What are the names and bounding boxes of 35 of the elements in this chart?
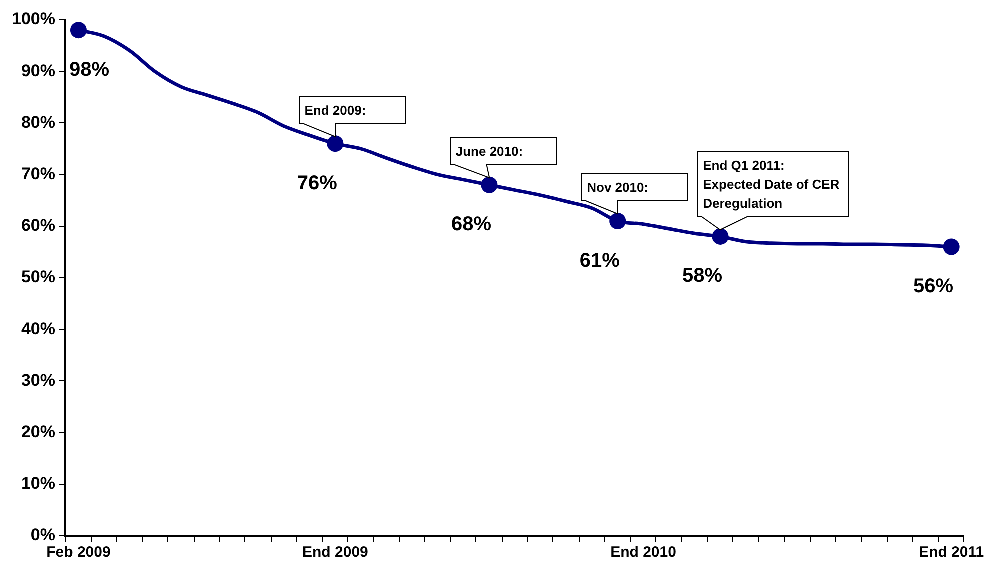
- point: [610, 212, 626, 230]
- annotation: End Q1 2011: Expected Date of CER Deregulation: [703, 156, 840, 213]
- point: [327, 136, 344, 152]
- point: [943, 238, 960, 256]
- callout-box: Nov 2010:: [581, 173, 690, 216]
- y-tick-label: 100%: [12, 10, 56, 29]
- y-tick-label: 70%: [21, 164, 56, 184]
- annotation: June 2010:: [456, 143, 524, 162]
- callout-box: End 2009:: [298, 96, 408, 139]
- point: [712, 228, 729, 245]
- point: [70, 22, 87, 39]
- annotation: End 2009:: [304, 102, 366, 120]
- data-label: 76%: [297, 172, 338, 194]
- y-tick-label: 30%: [21, 370, 56, 390]
- y-tick-label: 0%: [30, 526, 56, 545]
- y-tick-label: 90%: [21, 61, 56, 80]
- data-label: 61%: [580, 250, 620, 272]
- y-tick-label: 50%: [21, 268, 56, 287]
- y-tick-label: 10%: [21, 474, 56, 494]
- y-tick-label: 60%: [21, 216, 56, 236]
- data-label: 56%: [914, 276, 954, 298]
- data-label: 98%: [69, 58, 110, 81]
- x-tick-label: End 2010: [610, 544, 676, 562]
- y-tick-label: 80%: [21, 112, 56, 132]
- x-tick-label: Feb 2009: [46, 544, 111, 562]
- callout-box: June 2010:: [450, 137, 559, 180]
- annotation: Nov 2010:: [587, 179, 649, 198]
- point: [481, 176, 498, 194]
- y-tick-label: 20%: [21, 422, 56, 442]
- y-tick-label: 40%: [21, 319, 56, 338]
- x-tick-label: End 2009: [302, 544, 368, 562]
- x-tick-label: End 2011: [919, 544, 984, 562]
- data-label: 68%: [451, 214, 492, 236]
- callout-box: End Q1 2011: Expected Date of CER Deregulation: [697, 150, 851, 232]
- data-label: 58%: [682, 265, 723, 288]
